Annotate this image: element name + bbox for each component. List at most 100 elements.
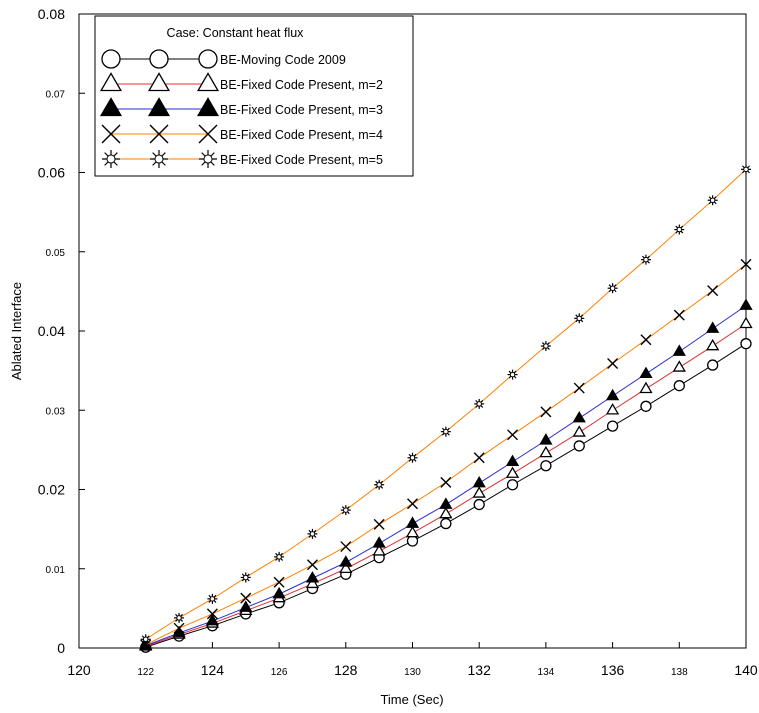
series-line: [145, 305, 747, 647]
x-tick-label: 132: [468, 662, 492, 678]
data-point: [473, 498, 485, 511]
y-axis-label: Ablated Interface: [9, 282, 24, 380]
data-point: [407, 452, 418, 463]
axes: 120 122 124 126 128 130 132 134 136 138 140 0 0.01 0.…: [38, 6, 758, 678]
x-tick-label: 134: [538, 667, 555, 678]
legend-marker: [198, 124, 218, 144]
data-point: [173, 622, 185, 634]
data-point: [606, 420, 619, 432]
data-point: [640, 400, 652, 412]
legend-marker: [102, 150, 120, 168]
data-point: [305, 576, 320, 589]
data-point: [440, 476, 452, 488]
data-point: [405, 516, 420, 528]
x-tick-label: 136: [601, 662, 625, 678]
legend-entry-1: BE-Moving Code 2009: [101, 49, 346, 69]
legend-marker: [199, 150, 217, 168]
data-point: [572, 425, 586, 437]
data-point: [240, 572, 251, 583]
data-point: [607, 357, 619, 369]
legend-label: BE-Fixed Code Present, m=2: [220, 78, 383, 92]
data-point: [306, 559, 318, 571]
x-tick-label: 138: [671, 667, 688, 678]
data-point: [540, 406, 552, 418]
data-point: [607, 283, 618, 294]
data-point: [439, 497, 453, 509]
data-point: [507, 369, 518, 380]
legend-marker: [99, 72, 123, 92]
data-point: [406, 535, 419, 547]
y-tick-label: 0.03: [46, 406, 66, 417]
data-point: [474, 398, 485, 409]
data-point: [707, 285, 719, 297]
data-point: [605, 388, 620, 401]
y-tick-label: 0: [57, 640, 65, 656]
data-point: [574, 313, 585, 324]
data-point: [706, 321, 720, 333]
legend-marker: [147, 72, 171, 92]
x-tick-label: 120: [67, 662, 91, 678]
y-tick-label: 0.07: [46, 89, 66, 100]
data-point: [273, 576, 285, 588]
series-line: [145, 343, 747, 648]
legend-label: BE-Fixed Code Present, m=4: [220, 128, 383, 142]
data-point: [206, 608, 218, 620]
data-point: [674, 224, 685, 235]
data-point: [472, 486, 486, 498]
data-point: [305, 571, 320, 583]
data-point: [672, 344, 686, 356]
legend-label: BE-Fixed Code Present, m=3: [220, 103, 383, 117]
data-point: [205, 613, 220, 626]
y-tick-label: 0.05: [46, 248, 66, 259]
series-3: [139, 298, 753, 650]
legend-marker: [149, 49, 169, 69]
data-point: [639, 381, 653, 394]
data-point: [439, 506, 453, 519]
series-2: [139, 316, 753, 651]
data-point: [539, 445, 553, 458]
legend-marker: [99, 97, 123, 117]
data-point: [274, 551, 285, 562]
y-tick-label: 0.08: [38, 6, 65, 22]
y-tick-label: 0.04: [38, 323, 65, 339]
data-point: [740, 338, 752, 350]
legend-box: [94, 15, 414, 177]
data-point: [339, 555, 353, 567]
x-axis-label: Time (Sec): [380, 692, 443, 707]
x-tick-label: 128: [334, 662, 358, 678]
legend-marker: [150, 150, 168, 168]
data-point: [440, 426, 451, 437]
legend-entry-2: BE-Fixed Code Present, m=2: [99, 72, 383, 92]
series-1: [140, 338, 752, 653]
data-point: [673, 309, 685, 321]
x-tick-label: 122: [137, 667, 154, 678]
legend-label: BE-Fixed Code Present, m=5: [220, 153, 383, 167]
data-point: [672, 360, 686, 372]
legend: Case: Constant heat flux BE-Moving Code 2…: [94, 15, 414, 177]
data-point: [573, 382, 585, 394]
legend-marker: [198, 49, 218, 69]
x-tick-label: 130: [404, 667, 421, 678]
data-point: [472, 475, 486, 488]
data-point: [673, 380, 685, 392]
x-tick-label: 140: [734, 662, 758, 678]
legend-entry-4: BE-Fixed Code Present, m=4: [101, 124, 383, 144]
data-point: [140, 634, 151, 645]
data-point: [741, 164, 751, 175]
data-point: [407, 498, 418, 510]
legend-marker: [196, 72, 220, 92]
data-point: [505, 454, 520, 467]
data-point: [707, 359, 719, 371]
data-point: [640, 334, 652, 346]
legend-marker: [101, 49, 121, 69]
data-point: [272, 586, 286, 599]
data-point: [539, 433, 553, 445]
data-point: [739, 298, 753, 310]
data-point: [339, 561, 353, 574]
data-point: [707, 195, 718, 206]
data-point: [140, 639, 152, 651]
data-point: [573, 440, 585, 452]
data-point: [340, 541, 352, 553]
series-4: [140, 258, 752, 651]
legend-marker: [196, 97, 220, 117]
